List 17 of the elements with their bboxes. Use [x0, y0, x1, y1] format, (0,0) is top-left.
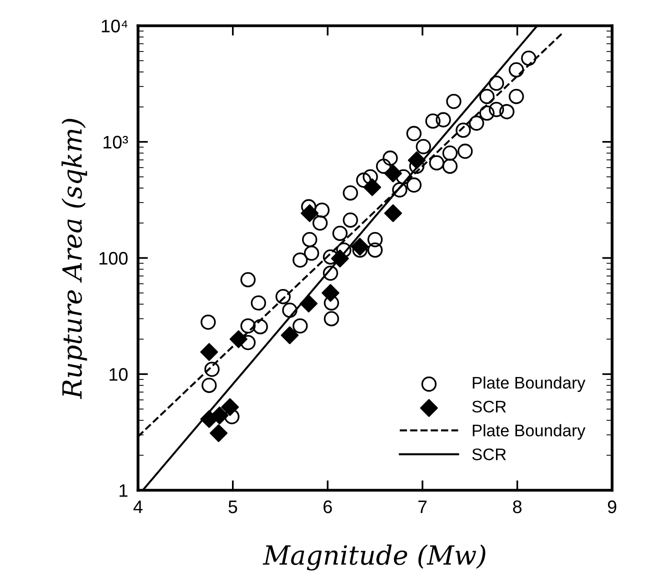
x-tick-label: 8 [513, 500, 522, 514]
y-tick-label: 1 [120, 484, 128, 497]
x-tick-label: 9 [608, 500, 616, 514]
y-tick-label: 10 [110, 368, 128, 381]
y-tick-label: 100 [100, 252, 128, 265]
x-tick-label: 5 [228, 500, 238, 514]
x-axis-title: Magnitude (Mw) [262, 544, 486, 570]
y-axis-title: Rupture Area (sqkm) [62, 118, 88, 400]
legend-label: Plate Boundary [472, 424, 586, 440]
legend-label: SCR [472, 400, 506, 413]
x-tick-label: 6 [324, 500, 332, 514]
x-tick-label: 7 [418, 500, 427, 514]
y-tick-label: 10⁴ [102, 20, 128, 32]
legend-label: SCR [472, 448, 506, 460]
legend-label: Plate Boundary [472, 376, 586, 392]
y-tick-label: 10³ [104, 136, 128, 149]
x-tick-label: 4 [133, 500, 143, 514]
